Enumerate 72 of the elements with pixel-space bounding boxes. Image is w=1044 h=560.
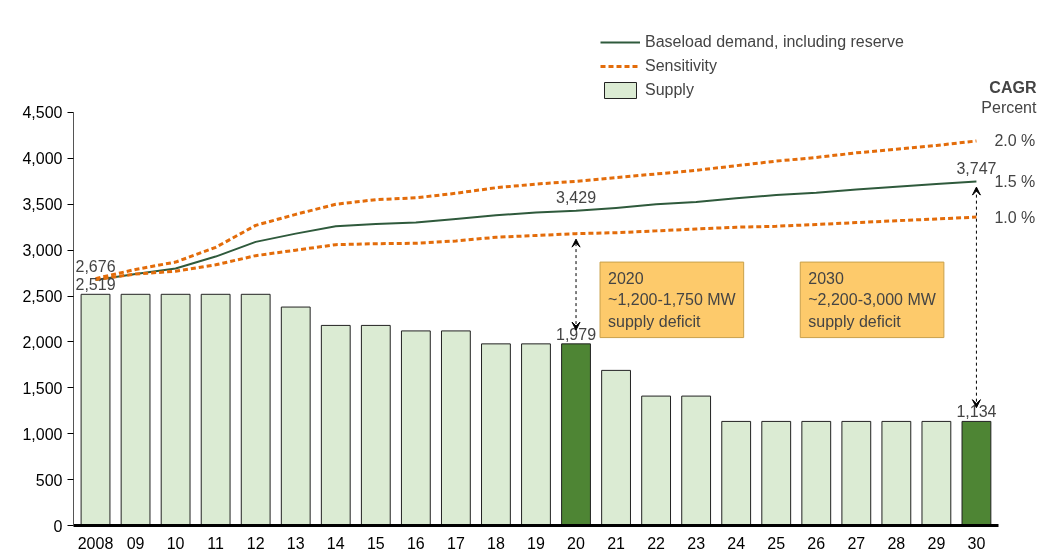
bar bbox=[440, 330, 471, 526]
bar bbox=[320, 324, 351, 526]
x-tick-label: 21 bbox=[607, 534, 626, 552]
bar bbox=[881, 420, 912, 526]
x-tick-label: 30 bbox=[967, 534, 986, 552]
x-tick-label: 15 bbox=[366, 534, 385, 552]
y-tick-label: 3,000 bbox=[22, 242, 63, 260]
bar bbox=[961, 420, 992, 526]
x-tick-label: 18 bbox=[487, 534, 505, 552]
x-tick-label: 17 bbox=[447, 534, 465, 552]
x-tick-label: 14 bbox=[326, 534, 345, 552]
data-label: 1,979 bbox=[556, 325, 597, 343]
x-tick-label: 12 bbox=[246, 534, 265, 552]
y-tick-label: 4,000 bbox=[22, 150, 63, 168]
x-tick-label: 29 bbox=[927, 534, 946, 552]
bar bbox=[80, 293, 111, 526]
bar bbox=[601, 369, 631, 526]
bar bbox=[481, 343, 511, 526]
bar bbox=[801, 420, 832, 526]
annotation: Percent bbox=[981, 99, 1038, 117]
annotation: 1.5 % bbox=[994, 173, 1036, 191]
bar bbox=[641, 395, 672, 526]
bar bbox=[240, 293, 271, 526]
y-tick-label: 0 bbox=[53, 517, 63, 535]
x-tick-label: 25 bbox=[767, 534, 786, 552]
y-tick-label: 1,000 bbox=[22, 425, 63, 443]
bar bbox=[841, 420, 872, 526]
legend-label: Supply bbox=[645, 81, 694, 99]
y-tick-label: 3,500 bbox=[22, 196, 63, 214]
annotation: 2030 ~2,200-3,000 MW supply deficit bbox=[808, 270, 937, 330]
text: CAGR bbox=[989, 79, 1037, 97]
y-tick-label: 2,000 bbox=[22, 333, 63, 351]
x-tick-label: 26 bbox=[807, 534, 826, 552]
y-tick-label: 2,500 bbox=[22, 288, 63, 306]
data-label: 3,429 bbox=[556, 188, 597, 206]
bar bbox=[120, 293, 151, 526]
annotation: 2.0 % bbox=[994, 132, 1036, 150]
data-label: 2,519 bbox=[75, 276, 116, 294]
y-tick-label: 4,500 bbox=[22, 104, 63, 122]
annotation: 1.0 % bbox=[994, 208, 1036, 226]
bar bbox=[360, 324, 391, 526]
x-tick-label: 10 bbox=[166, 534, 185, 552]
bar bbox=[200, 293, 231, 526]
data-label: 1,134 bbox=[956, 403, 997, 421]
bar bbox=[160, 293, 191, 526]
x-tick-label: 11 bbox=[207, 534, 225, 552]
x-tick-label: 28 bbox=[887, 534, 906, 552]
x-tick-label: 20 bbox=[567, 534, 586, 552]
x-tick-label: 22 bbox=[647, 534, 666, 552]
bar bbox=[521, 343, 551, 526]
legend-label: Baseload demand, including reserve bbox=[645, 33, 904, 51]
x-tick-label: 19 bbox=[527, 534, 545, 552]
x-tick-label: 24 bbox=[727, 534, 746, 552]
legend-label: Sensitivity bbox=[645, 57, 718, 75]
data-label: 2,676 bbox=[75, 257, 116, 275]
x-tick-label: 23 bbox=[687, 534, 706, 552]
x-tick-label: 09 bbox=[126, 534, 145, 552]
bar bbox=[561, 343, 591, 526]
bar bbox=[921, 420, 952, 526]
x-tick-label: 13 bbox=[286, 534, 305, 552]
bar bbox=[721, 420, 752, 526]
data-label: 3,747 bbox=[956, 159, 997, 177]
y-tick-label: 500 bbox=[35, 471, 63, 489]
x-tick-label: 16 bbox=[406, 534, 425, 552]
bar bbox=[761, 420, 792, 526]
bar bbox=[681, 395, 712, 526]
bar bbox=[280, 306, 311, 526]
bar bbox=[400, 330, 431, 526]
x-tick-label: 27 bbox=[847, 534, 866, 552]
annotation: 2020 ~1,200-1,750 MW supply deficit bbox=[608, 270, 737, 330]
y-tick-label: 1,500 bbox=[22, 379, 63, 397]
x-tick-label: 2008 bbox=[77, 534, 114, 552]
